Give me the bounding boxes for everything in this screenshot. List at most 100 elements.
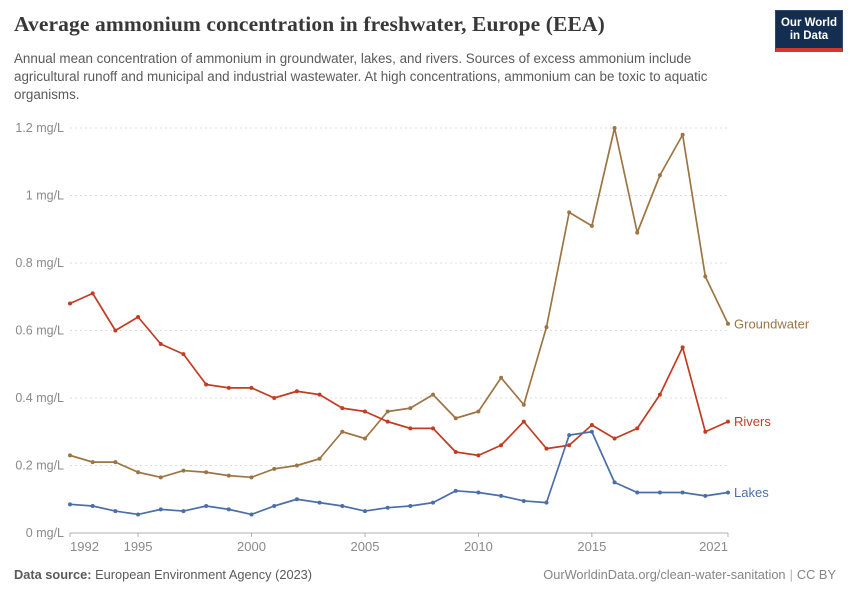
data-point-rivers[interactable] [408,426,413,431]
data-point-groundwater[interactable] [612,126,617,130]
data-point-groundwater[interactable] [385,409,390,414]
data-point-lakes[interactable] [181,509,186,514]
data-point-groundwater[interactable] [453,416,458,421]
line-chart[interactable]: 0 mg/L 0.2 mg/L 0.4 mg/L 0.6 mg/L 0.8 mg/L 1 … [0,100,850,570]
data-point-groundwater[interactable] [272,466,277,471]
owid-logo[interactable]: Our World in Data [775,10,843,52]
data-point-groundwater[interactable] [90,460,95,465]
data-point-groundwater[interactable] [249,475,254,480]
data-point-rivers[interactable] [726,419,730,424]
data-point-rivers[interactable] [181,352,186,357]
data-point-groundwater[interactable] [657,173,662,178]
data-point-groundwater[interactable] [294,463,299,468]
data-point-groundwater[interactable] [204,470,209,475]
data-point-rivers[interactable] [635,426,640,431]
data-point-lakes[interactable] [385,505,390,510]
data-point-rivers[interactable] [499,443,504,448]
data-point-groundwater[interactable] [567,210,572,215]
data-point-lakes[interactable] [726,490,730,495]
data-point-lakes[interactable] [317,500,322,505]
data-point-lakes[interactable] [226,507,231,512]
data-point-groundwater[interactable] [113,460,118,465]
series-line-groundwater[interactable] [69,127,729,479]
legend-label-lakes[interactable]: Lakes [734,485,769,500]
data-point-lakes[interactable] [272,504,277,508]
data-point-lakes[interactable] [476,490,481,495]
data-point-lakes[interactable] [204,504,209,508]
data-point-groundwater[interactable] [544,325,549,330]
license-link[interactable]: CC BY [796,567,836,582]
data-point-rivers[interactable] [362,409,367,414]
data-point-rivers[interactable] [249,385,254,390]
data-point-lakes[interactable] [703,493,708,498]
data-point-rivers[interactable] [567,443,572,448]
legend-label-groundwater[interactable]: Groundwater [734,316,810,331]
data-point-lakes[interactable] [90,504,95,508]
data-point-rivers[interactable] [589,423,594,427]
data-point-rivers[interactable] [158,342,163,346]
data-point-lakes[interactable] [589,429,594,434]
data-point-rivers[interactable] [703,429,708,434]
data-point-lakes[interactable] [340,504,345,508]
data-point-rivers[interactable] [431,426,436,431]
data-point-rivers[interactable] [136,315,141,319]
data-point-groundwater[interactable] [589,223,594,228]
data-point-groundwater[interactable] [362,436,367,441]
data-point-lakes[interactable] [612,480,617,485]
data-point-groundwater[interactable] [340,429,345,434]
data-point-groundwater[interactable] [521,402,526,407]
data-point-rivers[interactable] [680,345,685,350]
data-point-rivers[interactable] [657,392,662,397]
data-point-lakes[interactable] [680,490,685,495]
data-point-groundwater[interactable] [726,321,730,326]
data-point-lakes[interactable] [408,504,413,508]
data-point-rivers[interactable] [226,385,231,390]
data-point-rivers[interactable] [385,419,390,424]
data-point-rivers[interactable] [521,419,526,424]
data-point-rivers[interactable] [68,301,72,306]
data-point-groundwater[interactable] [68,453,72,458]
legend-label-rivers[interactable]: Rivers [734,414,771,429]
series-line-rivers[interactable] [69,292,729,457]
data-point-lakes[interactable] [249,512,254,517]
data-point-rivers[interactable] [453,450,458,454]
data-point-groundwater[interactable] [476,409,481,414]
data-point-rivers[interactable] [294,389,299,394]
data-point-lakes[interactable] [453,488,458,493]
data-point-lakes[interactable] [567,433,572,438]
data-point-rivers[interactable] [90,291,95,296]
data-point-groundwater[interactable] [499,375,504,380]
data-point-lakes[interactable] [113,509,118,514]
data-point-lakes[interactable] [158,507,163,512]
data-point-lakes[interactable] [544,500,549,505]
data-point-groundwater[interactable] [408,406,413,411]
data-point-rivers[interactable] [544,446,549,451]
data-point-groundwater[interactable] [680,132,685,137]
data-point-groundwater[interactable] [317,456,322,461]
series-line-lakes[interactable] [69,430,729,516]
data-point-groundwater[interactable] [158,475,163,480]
data-point-rivers[interactable] [113,328,118,333]
data-point-groundwater[interactable] [136,470,141,475]
data-point-lakes[interactable] [499,493,504,498]
data-point-lakes[interactable] [431,500,436,505]
owid-url-link[interactable]: OurWorldinData.org/clean-water-sanitatio… [543,567,786,582]
data-point-rivers[interactable] [317,392,322,397]
data-point-groundwater[interactable] [635,230,640,235]
data-point-groundwater[interactable] [226,473,231,478]
data-point-lakes[interactable] [136,512,141,517]
data-point-lakes[interactable] [657,490,662,495]
data-point-lakes[interactable] [521,498,526,503]
data-point-groundwater[interactable] [431,392,436,397]
data-point-lakes[interactable] [294,497,299,502]
data-point-lakes[interactable] [68,502,72,507]
data-point-rivers[interactable] [204,382,209,387]
data-point-groundwater[interactable] [703,274,708,279]
data-point-rivers[interactable] [612,436,617,441]
data-point-rivers[interactable] [476,453,481,458]
data-point-rivers[interactable] [272,396,277,400]
data-point-groundwater[interactable] [181,468,186,473]
data-point-lakes[interactable] [362,509,367,514]
data-point-rivers[interactable] [340,406,345,411]
data-point-lakes[interactable] [635,490,640,495]
